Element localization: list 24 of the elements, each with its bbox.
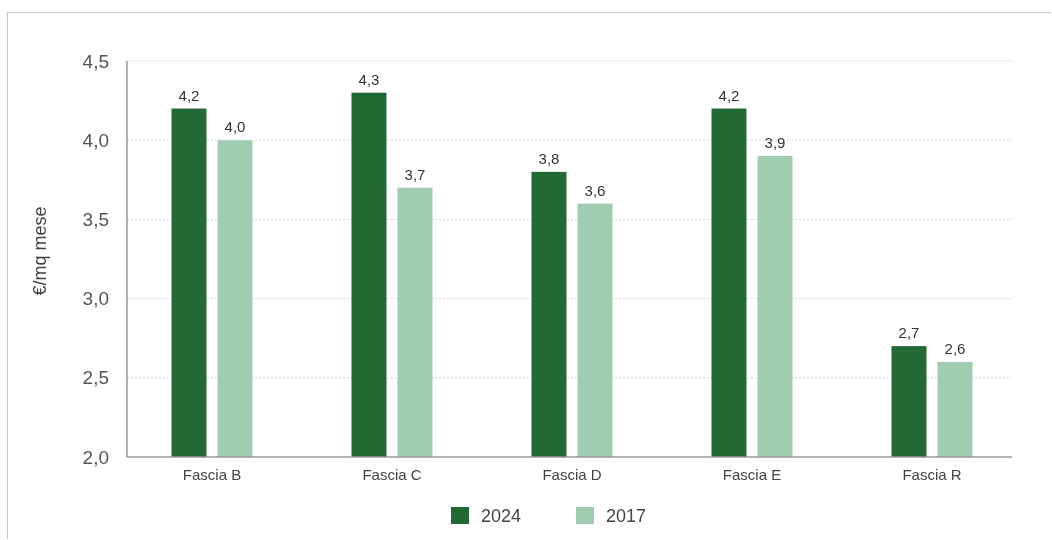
data-label: 3,7 [404,165,426,183]
data-label: 4,2 [178,86,200,104]
data-label: 4,2 [718,86,740,104]
x-tick-label: Fascia C [362,466,422,483]
x-tick-label: Fascia E [722,466,782,483]
data-label: 2,7 [898,324,920,342]
x-tick-label: Fascia D [542,466,602,483]
y-tick-label: 3,0 [82,288,109,310]
x-tick-label: Fascia R [902,466,962,483]
y-tick-label: 2,5 [82,367,109,389]
data-label: 3,9 [764,134,786,152]
data-label: 2,6 [944,339,966,357]
data-label: 3,8 [538,149,560,167]
legend-label: 2024 [481,506,522,526]
data-label: 3,6 [584,181,606,199]
y-tick-label: 4,5 [82,50,109,72]
data-label: 4,0 [224,118,246,136]
y-axis-title: €/mq mese [30,206,50,296]
data-label: 4,3 [358,70,380,88]
y-tick-label: 4,0 [82,129,109,151]
legend-label: 2017 [606,506,647,526]
y-tick-label: 3,5 [82,209,109,231]
x-tick-label: Fascia B [182,466,242,483]
y-tick-label: 2,0 [82,446,109,468]
